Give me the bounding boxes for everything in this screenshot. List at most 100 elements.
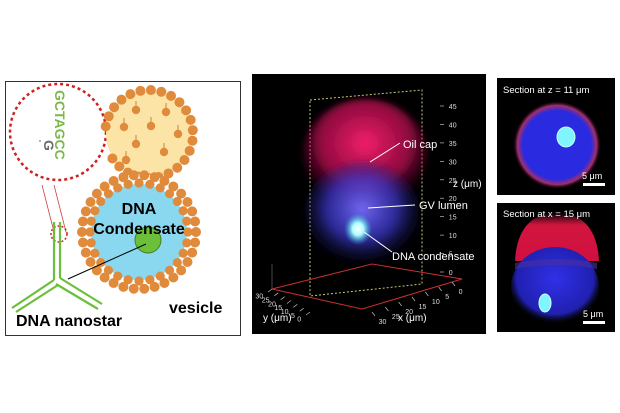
lipid-head: [172, 162, 183, 173]
y-axis-tick-label: 20: [268, 301, 276, 308]
y-axis-tick-label: 0: [297, 317, 301, 324]
section-x-panel: Section at x = 15 μm 5 μm: [497, 203, 615, 332]
y-axis-tick-label: 25: [262, 297, 270, 304]
z-axis-tick-label: 35: [449, 141, 457, 148]
lipid-head: [134, 276, 144, 286]
x-axis-tick: [438, 286, 442, 292]
section-z-scalebar: [583, 183, 605, 186]
lipid-head: [178, 206, 188, 216]
z-axis-tick-label: 20: [449, 196, 457, 203]
oil-cap-vesicle: [100, 85, 198, 183]
x-axis-tick-label: 20: [405, 309, 413, 316]
x-axis-ticks: 30 25 20 15 10 5 0: [371, 281, 463, 326]
lipid-head: [99, 272, 110, 283]
lipid-head: [168, 181, 179, 192]
section-z-scalebar-label: 5 μm: [582, 171, 602, 181]
y-axis-tick-label: 30: [255, 294, 263, 301]
lipid-head: [91, 265, 102, 276]
lipid-head: [109, 102, 120, 113]
lipid-head: [85, 196, 96, 207]
lipid-head: [116, 94, 127, 105]
lipid-head: [179, 155, 190, 166]
lipid-head: [80, 206, 91, 217]
lipid-head: [182, 196, 193, 207]
3d-render-image: Oil cap GV lumen DNA condensate 45 40 35 30…: [255, 89, 482, 326]
lipid-head: [174, 97, 185, 108]
lipid-head: [114, 161, 125, 172]
condensate-label-line2: Condensate: [93, 221, 185, 238]
lipid-head: [139, 283, 150, 294]
z-axis-label: z (μm): [453, 179, 482, 190]
x-axis-tick: [398, 301, 402, 307]
section-z-panel: Section at z = 11 μm 5 μm: [497, 78, 615, 195]
lipid-head: [77, 227, 87, 237]
dna-nanostar-shape: [11, 222, 103, 313]
lipid-head: [131, 139, 141, 149]
lipid-head: [176, 188, 187, 199]
interface-band: [515, 259, 597, 269]
oil-cap-lipid-tails: [119, 101, 183, 165]
x-axis-tick-label: 30: [379, 319, 387, 326]
y-axis-tick-label: 5: [291, 313, 295, 320]
lipid-head: [149, 172, 160, 183]
lipid-head: [135, 85, 146, 96]
x-axis-tick: [425, 291, 429, 297]
x-axis-label: x (μm): [398, 313, 427, 324]
z-axis-tick-label: 45: [449, 104, 457, 111]
x-axis-tick-label: 0: [459, 289, 463, 296]
lipid-head: [159, 175, 170, 186]
gv-lumen-pointer: [367, 204, 416, 209]
lipid-head: [182, 216, 192, 226]
lipid-head: [100, 121, 111, 132]
x-axis-tick: [385, 306, 389, 312]
lipid-head: [118, 281, 129, 292]
zoom-line-top: [53, 184, 67, 233]
y-axis-tick: [286, 300, 292, 304]
lipid-head: [108, 175, 119, 186]
section-z-title: Section at z = 11 μm: [503, 85, 589, 96]
lipid-head: [176, 265, 187, 276]
lipid-head: [86, 238, 96, 248]
y-axis-label: y (μm): [263, 313, 292, 324]
lipid-head: [161, 107, 171, 117]
lipid-head: [103, 111, 114, 122]
lipid-head: [145, 179, 155, 189]
y-axis-tick: [274, 292, 279, 297]
lipid-head: [181, 105, 192, 116]
lipid-head: [191, 227, 201, 237]
lipid-head: [96, 196, 106, 207]
y-axis-tick: [305, 311, 311, 316]
lipid-head: [190, 237, 201, 248]
lipid-head: [184, 145, 195, 156]
dna-sequence-tail: G: [41, 140, 57, 151]
gv-cross-section: [513, 101, 601, 189]
gv-lumen-label: GV lumen: [419, 200, 468, 212]
x-axis-tick-label: 10: [432, 299, 440, 306]
x-axis-tick: [371, 311, 376, 317]
lipid-head: [182, 238, 192, 248]
lipid-head: [118, 172, 129, 183]
lipid-head: [146, 121, 156, 131]
lipid-head: [131, 105, 141, 115]
lipid-head: [121, 155, 131, 165]
lipid-head: [77, 237, 88, 248]
lipid-head: [164, 265, 175, 275]
y-axis-tick: [267, 288, 273, 293]
zoom-line-bottom: [41, 184, 55, 233]
section-x-scalebar: [583, 321, 605, 324]
lipid-head: [90, 206, 100, 216]
lipid-head: [164, 189, 175, 199]
section-z-image: Section at z = 11 μm 5 μm: [503, 85, 605, 189]
lipid-head: [103, 189, 114, 199]
y-axis-tick-label: 15: [274, 305, 282, 312]
z-axis-tick-label: 30: [449, 159, 457, 166]
lipid-head: [107, 153, 118, 164]
lipid-head: [159, 147, 169, 157]
x-axis-tick: [411, 296, 416, 302]
z-axis-ticks: 45 40 35 30 25 20 15 10 5 0: [440, 104, 457, 277]
x-axis-tick-label: 5: [445, 294, 449, 301]
gv-lumen-cross-section: [511, 247, 599, 327]
lipid-head: [134, 178, 144, 188]
lipid-head: [187, 247, 198, 258]
dna-condensate-pointer: [363, 231, 393, 253]
